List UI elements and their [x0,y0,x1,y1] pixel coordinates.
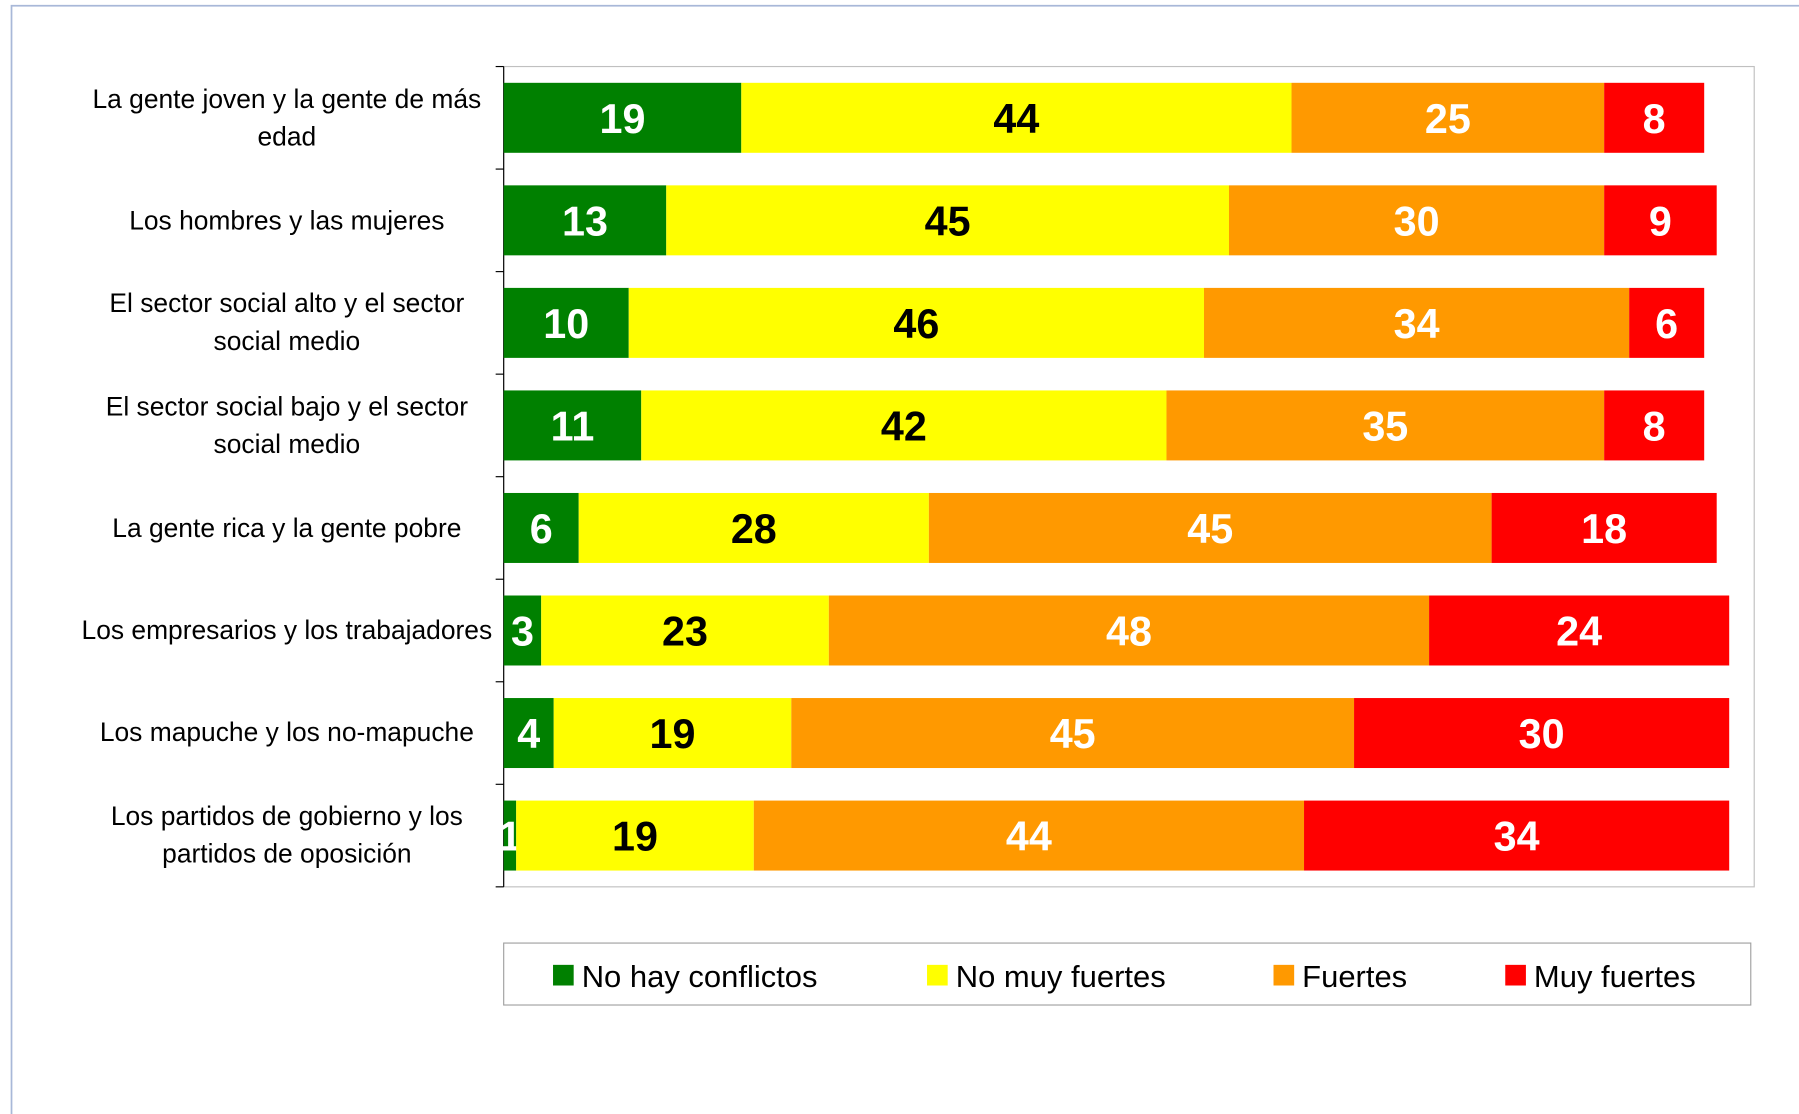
bar-segment [753,800,1305,871]
bar-segment [1228,185,1605,256]
bar-segment [578,492,929,563]
value-label: 4 [517,711,540,757]
bar-segment [791,698,1355,769]
bar-segment [828,595,1430,666]
value-label: 42 [881,404,927,450]
bar-segment [1491,492,1717,563]
category-label-wrap: La gente rica y la gente pobre [69,482,505,574]
legend-swatch [553,964,574,986]
category-label-box: El sector social alto y el sector social… [69,277,505,369]
value-label: 25 [1425,96,1471,142]
bar-segment [516,800,754,871]
value-label: 10 [543,301,589,347]
value-label: 19 [612,814,658,860]
bar-segment [928,492,1492,563]
value-label: 28 [731,506,777,552]
value-label: 45 [1187,506,1233,552]
value-label: 24 [1556,609,1602,655]
value-label: 11 [551,404,595,450]
value-label: 19 [600,96,646,142]
category-label: La gente joven y la gente de más edad [92,83,482,152]
category-label-wrap: Los hombres y las mujeres [69,174,505,266]
category-label: Los empresarios y los trabajadores [81,615,493,645]
value-label: 13 [562,198,608,244]
bar-segment [1629,287,1705,358]
value-label: 3 [511,609,534,655]
bar-segment [1203,287,1630,358]
value-label: 45 [925,198,971,244]
category-label-box: Los empresarios y los trabajadores [69,585,505,677]
bar-segment [1604,82,1705,153]
bar-segment [1166,390,1605,461]
value-label: 48 [1106,609,1152,655]
legend-label: No muy fuertes [956,959,1166,994]
bar-segment [503,82,742,153]
category-label-box: Los partidos de gobierno y los partidos … [69,790,505,882]
bar-segment [1354,698,1730,769]
value-label: 1 [498,814,521,860]
bar-segment [503,287,629,358]
bar-segment [503,185,667,256]
bar-segment [541,595,829,666]
legend-label: No hay conflictos [582,959,818,994]
category-label-wrap: Los partidos de gobierno y los partidos … [69,790,505,882]
category-label: Los mapuche y los no-mapuche [99,717,474,748]
category-label-wrap: El sector social bajo y el sector social… [69,380,505,472]
category-label-box: Los mapuche y los no-mapuche [69,687,505,779]
value-label: 35 [1362,404,1408,450]
legend-swatch [1505,964,1526,986]
value-label: 18 [1581,506,1627,552]
bar-segment [741,82,1292,153]
category-label-wrap: Los empresarios y los trabajadores [69,585,505,677]
category-label: La gente rica y la gente pobre [112,512,462,543]
value-label: 45 [1050,711,1096,757]
category-label-box: El sector social bajo y el sector social… [69,380,505,472]
bar-segment [503,595,542,666]
bar-segment [1604,185,1717,256]
legend-swatch [1273,964,1295,986]
bar-segment [503,698,554,769]
category-label-wrap: Los mapuche y los no-mapuche [69,687,505,779]
category-label-wrap: El sector social alto y el sector social… [69,277,505,369]
value-label: 6 [530,506,553,552]
category-label: El sector social alto y el sector social… [109,288,465,357]
value-label: 46 [893,301,939,347]
bar-segment [628,287,1204,358]
legend-label: Muy fuertes [1534,959,1696,994]
bar-segment [1604,390,1705,461]
category-label: Los partidos de gobierno y los partidos … [110,801,463,869]
bar-segment [1429,595,1730,666]
legend-label: Fuertes [1302,959,1407,994]
legend-box [503,942,1752,1006]
bar-segment [503,800,517,871]
value-label: 6 [1655,301,1678,347]
category-label: Los hombres y las mujeres [129,204,445,235]
value-label: 44 [1006,814,1052,860]
category-label-box: La gente joven y la gente de más edad [69,72,505,164]
bar-segment [503,390,642,461]
category-label-box: La gente rica y la gente pobre [69,482,505,574]
legend-swatch [927,964,948,986]
value-label: 44 [993,96,1039,142]
value-label: 23 [662,609,708,655]
category-label-wrap: La gente joven y la gente de más edad [69,72,505,164]
bar-segment [553,698,792,769]
bar-segment [1304,800,1730,871]
value-label: 8 [1643,96,1666,142]
bar-segment [1291,82,1605,153]
bar-segment [666,185,1229,256]
bar-segment [641,390,1167,461]
value-label: 19 [650,711,696,757]
value-label: 9 [1649,198,1672,244]
value-label: 30 [1519,711,1565,757]
value-label: 34 [1494,814,1540,860]
value-label: 8 [1643,404,1666,450]
category-label: El sector social bajo y el sector social… [105,391,468,459]
value-label: 34 [1394,301,1440,347]
value-label: 30 [1394,198,1440,244]
bar-segment [503,492,579,563]
category-label-box: Los hombres y las mujeres [69,174,505,266]
